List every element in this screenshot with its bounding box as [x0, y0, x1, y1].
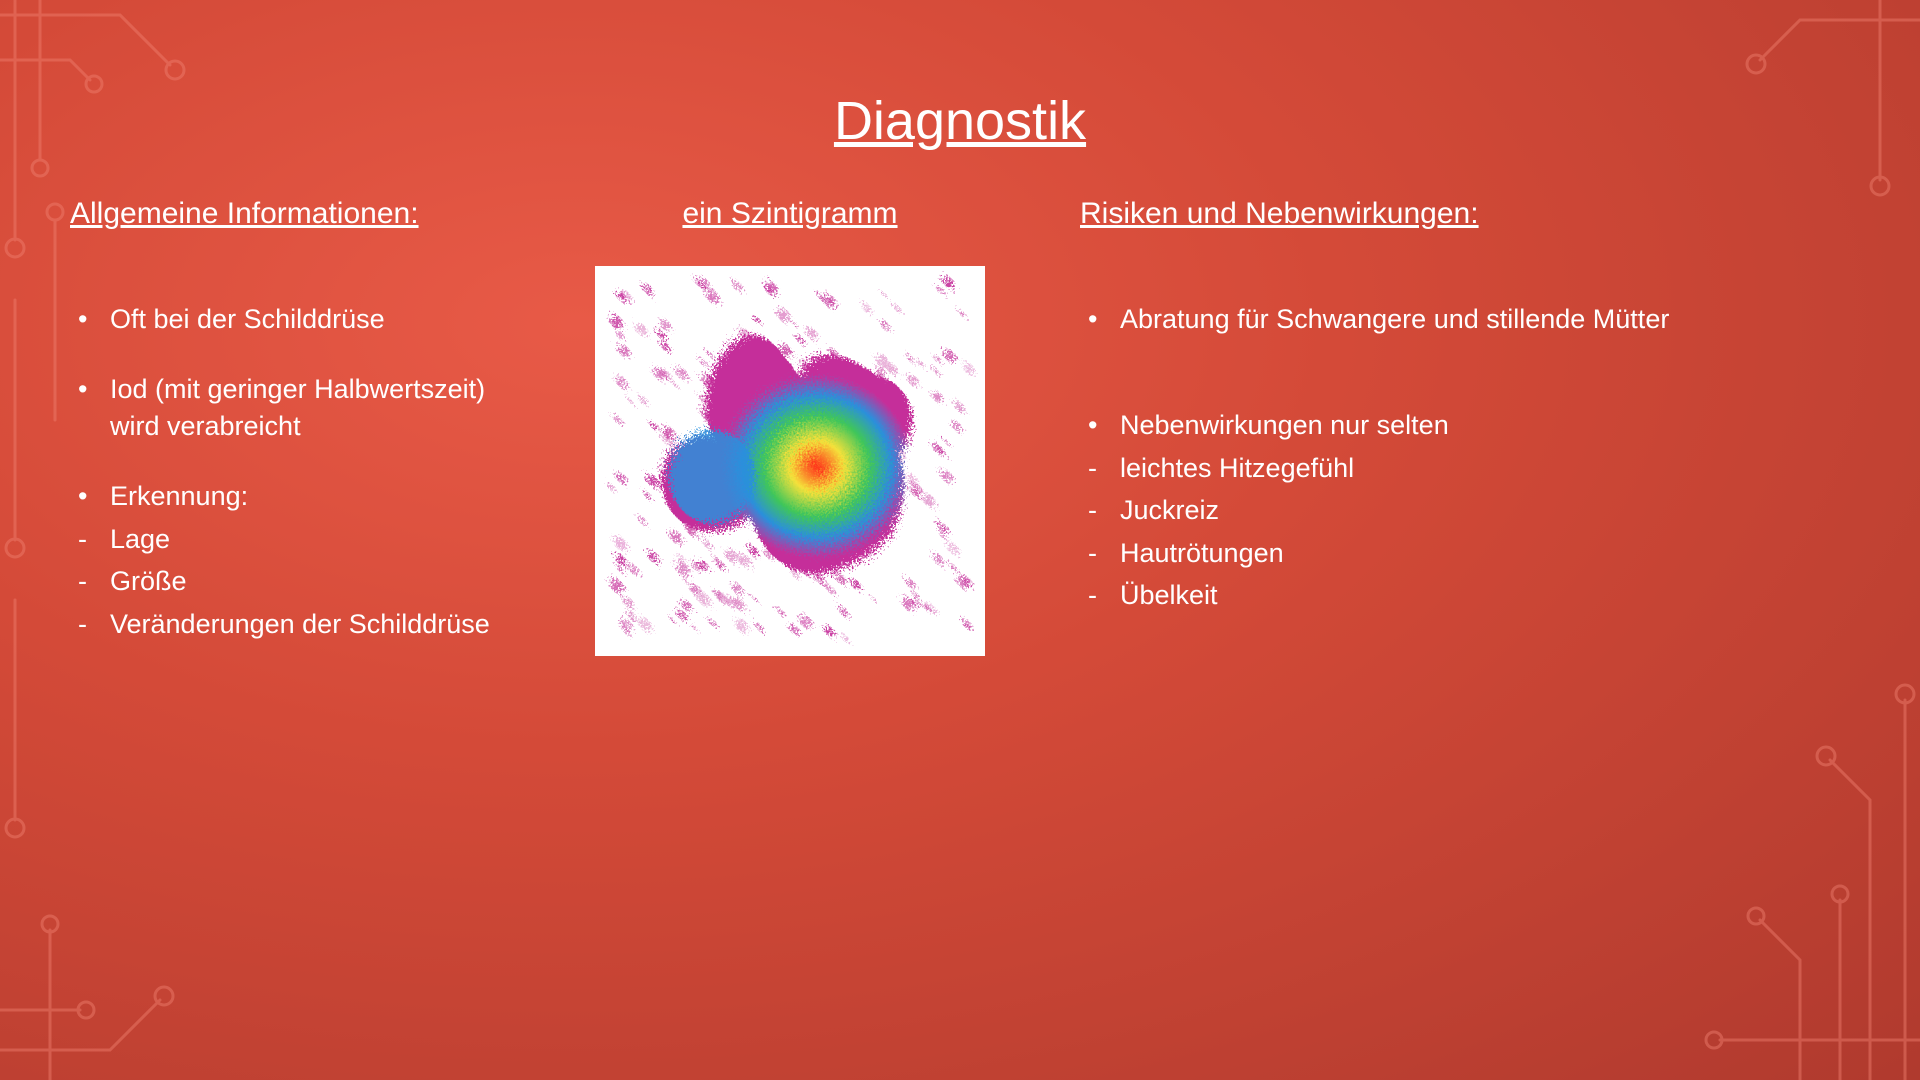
column-middle: ein Szintigramm [570, 197, 1010, 656]
scintigram-image [595, 266, 985, 656]
list-item: Iod (mit geringer Halbwertszeit) wird ve… [70, 371, 530, 444]
list-item: Lage [70, 521, 530, 557]
column-right: Risiken und Nebenwirkungen: Abratung für… [1050, 197, 1850, 656]
right-list: Abratung für Schwangere und stillende Mü… [1080, 301, 1850, 614]
dash-list: leichtes Hitzegefühl Juckreiz Hautrötungen… [1080, 450, 1850, 614]
list-item: Juckreiz [1080, 492, 1850, 528]
slide-title: Diagnostik [60, 90, 1860, 152]
bullet-list: Oft bei der Schilddrüse Iod (mit geringer… [70, 301, 530, 515]
list-item: Übelkeit [1080, 577, 1850, 613]
list-item: Nebenwirkungen nur selten [1080, 407, 1850, 443]
list-item: Erkennung: [70, 478, 530, 514]
left-heading: Allgemeine Informationen: [70, 197, 530, 231]
list-item: leichtes Hitzegefühl [1080, 450, 1850, 486]
list-item: Hautrötungen [1080, 535, 1850, 571]
columns: Allgemeine Informationen: Oft bei der Sc… [60, 197, 1860, 656]
slide: Diagnostik Allgemeine Informationen: Oft… [0, 0, 1920, 1080]
list-item: Größe [70, 563, 530, 599]
left-list: Oft bei der Schilddrüse Iod (mit geringer… [70, 301, 530, 642]
right-heading: Risiken und Nebenwirkungen: [1080, 197, 1850, 231]
dash-list: Lage Größe Veränderungen der Schilddrüse [70, 521, 530, 642]
bullet-list: Abratung für Schwangere und stillende Mü… [1080, 301, 1850, 444]
list-item: Veränderungen der Schilddrüse [70, 606, 530, 642]
middle-heading: ein Szintigramm [682, 197, 897, 231]
column-left: Allgemeine Informationen: Oft bei der Sc… [70, 197, 530, 656]
list-item: Oft bei der Schilddrüse [70, 301, 530, 337]
list-item: Abratung für Schwangere und stillende Mü… [1080, 301, 1850, 337]
